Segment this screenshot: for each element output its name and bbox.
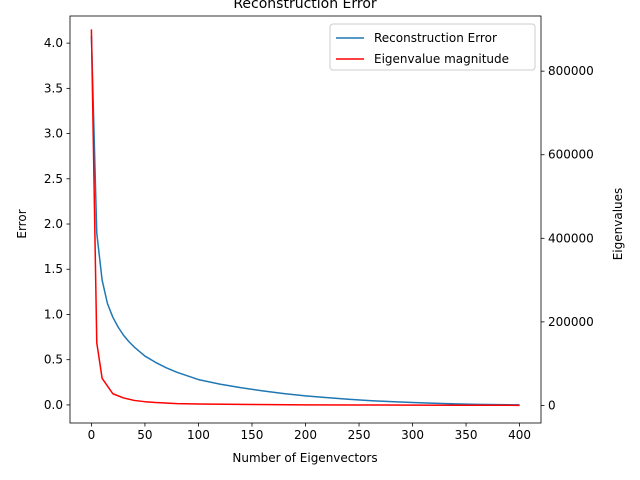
x-tick-label: 300 [401,428,424,442]
plot-area: 0 50 100 150 200 250 300 350 400 0.0 0.5 1.0 1.5 2.0 2… [44,15,594,442]
y-left-tick-label: 3.0 [44,127,63,141]
x-tick-label: 350 [455,428,478,442]
chart-title: Reconstruction Error [233,0,377,12]
y-left-tick-label: 0.5 [44,353,63,367]
series-line-eigenvalue [90,29,520,407]
y-left-tick-label: 2.0 [44,217,63,231]
y-axis-label-left: Error [15,209,29,238]
y-left-tick-label: 2.5 [44,172,63,186]
y-right-tick-label: 0 [548,398,556,412]
y-left-tick-label: 1.5 [44,262,63,276]
x-tick-label: 250 [348,428,371,442]
x-tick-label: 50 [137,428,152,442]
y-right-tick-label: 400000 [548,231,594,245]
x-axis-label: Number of Eigenvectors [232,451,377,465]
y-right-tick-label: 600000 [548,148,594,162]
x-tick-label: 200 [294,428,317,442]
x-tick-label: 0 [88,428,96,442]
legend-box [329,23,536,71]
y-left-tick-label: 4.0 [44,36,63,50]
legend-label: Eigenvalue magnitude [374,52,509,66]
y-right-tick-label: 800000 [548,64,594,78]
y-right-tick-label: 200000 [548,315,594,329]
y-left-tick-label: 1.0 [44,307,63,321]
legend-label: Reconstruction Error [374,31,497,45]
y-left-tick-label: 0.0 [44,398,63,412]
y-axis-label-right: Eigenvalues [611,188,625,261]
legend: Reconstruction Error Eigenvalue magnitude [329,23,536,71]
x-tick-label: 100 [187,428,210,442]
series-line-error [90,35,520,406]
x-tick-label: 400 [508,428,531,442]
y-left-tick-label: 3.5 [44,81,63,95]
x-tick-label: 150 [241,428,264,442]
